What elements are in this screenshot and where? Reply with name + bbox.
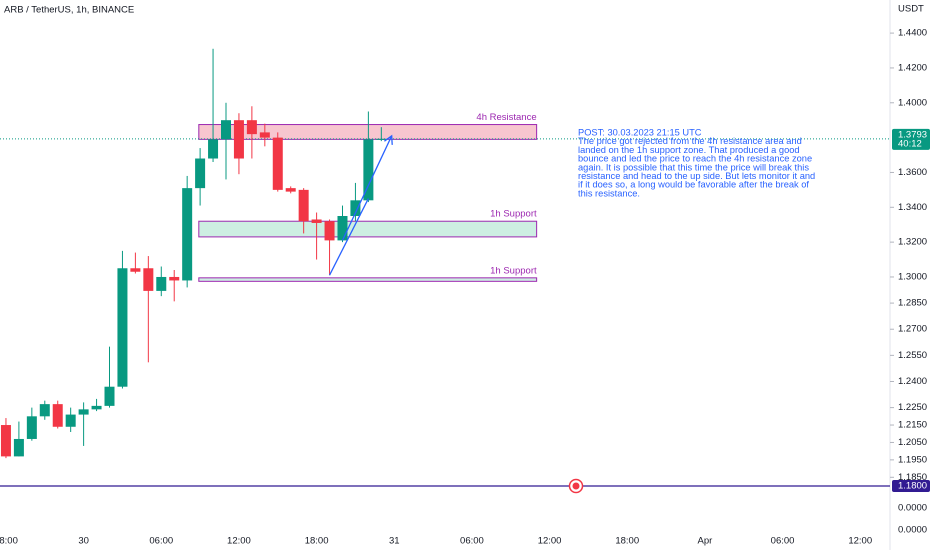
y-tick-label: 1.2700 — [898, 324, 927, 335]
y-tick-label: 1.3200 — [898, 237, 927, 248]
candle-body — [91, 405, 102, 410]
candle-body — [169, 276, 180, 281]
y-tick-label: 1.2050 — [898, 437, 927, 448]
y-tick-label: 1.3000 — [898, 271, 927, 282]
candle-body — [117, 268, 128, 387]
y-tick-label: 1.3400 — [898, 202, 927, 213]
candle-body — [130, 268, 141, 272]
y-tick-label: 0.0000 — [898, 525, 927, 536]
candle-body — [350, 200, 361, 216]
y-tick-label: 1.1950 — [898, 454, 927, 465]
x-tick-label: 31 — [389, 536, 400, 547]
candle-body — [324, 221, 335, 241]
note-line: The price got rejected from the 4h resis… — [578, 136, 802, 146]
x-tick-label: 18:00 — [615, 536, 639, 547]
note-line: if it does so, a long would be favorable… — [578, 180, 809, 190]
x-tick-label: 06:00 — [460, 536, 484, 547]
candle-body — [363, 139, 374, 201]
last-price-label: 1.3793 — [898, 129, 927, 140]
y-tick-label: 1.3600 — [898, 167, 927, 178]
y-tick-label: 1.4400 — [898, 28, 927, 39]
zone-label: 1h Support — [490, 209, 537, 220]
hline-box — [892, 480, 930, 492]
chart-title: ARB / TetherUS, 1h, BINANCE — [4, 5, 134, 16]
countdown-label: 40:12 — [898, 138, 922, 149]
candle-body — [156, 276, 167, 291]
x-tick-label: 18:00 — [0, 536, 18, 547]
x-tick-label: 06:00 — [771, 536, 795, 547]
y-tick-label: 1.2850 — [898, 298, 927, 309]
note-line: resistance and head to the up side. But … — [578, 171, 815, 181]
zone-label: 4h Resistance — [476, 112, 536, 123]
candle-body — [182, 188, 193, 281]
candle-body — [376, 138, 387, 140]
candle-body — [52, 404, 63, 427]
y-tick-label: 0.0000 — [898, 503, 927, 514]
candle-body — [208, 139, 219, 159]
arrow-head — [384, 134, 393, 145]
x-tick-label: 06:00 — [149, 536, 173, 547]
x-tick-label: 30 — [78, 536, 89, 547]
x-tick-label: 12:00 — [538, 536, 562, 547]
y-tick-label: 1.1850 — [898, 472, 927, 483]
x-tick-label: 12:00 — [227, 536, 251, 547]
zone — [198, 220, 538, 238]
alert-icon-core — [572, 482, 580, 490]
candle-body — [39, 404, 50, 417]
candle-body — [78, 409, 89, 415]
note-line: POST: 30.03.2023 21:15 UTC — [578, 127, 702, 137]
zone-label: 1h Support — [490, 265, 537, 276]
candle-body — [298, 189, 309, 222]
zone — [198, 277, 538, 282]
candle-body — [246, 120, 257, 135]
y-tick-label: 1.2250 — [898, 402, 927, 413]
trend-line — [328, 198, 369, 276]
candle-body — [195, 158, 206, 189]
candle-body — [0, 425, 11, 457]
candle-body — [337, 216, 348, 241]
candle-body — [272, 137, 283, 190]
unit-label: USDT — [898, 4, 924, 15]
candle-body — [285, 188, 296, 192]
x-tick-label: 18:00 — [305, 536, 329, 547]
candle-body — [233, 120, 244, 159]
y-tick-label: 1.2400 — [898, 376, 927, 387]
y-tick-label: 1.2150 — [898, 420, 927, 431]
note-line: landed on the 1h support zone. That prod… — [578, 145, 800, 155]
x-tick-label: Apr — [698, 536, 713, 547]
hline-label: 1.1800 — [898, 481, 927, 492]
candle-body — [104, 386, 115, 406]
last-price-box — [892, 128, 930, 150]
candle-body — [311, 219, 322, 223]
candle-body — [143, 268, 154, 291]
note-line: again. It is possible that this time the… — [578, 162, 809, 172]
candle-body — [13, 438, 24, 457]
x-tick-label: 12:00 — [848, 536, 872, 547]
candle-body — [26, 416, 37, 439]
note-line: bounce and led the price to reach the 4h… — [578, 154, 812, 164]
trend-line — [341, 135, 393, 241]
candle-body — [259, 132, 270, 138]
candle-body — [65, 414, 76, 427]
y-tick-label: 1.2550 — [898, 350, 927, 361]
y-tick-label: 1.4000 — [898, 97, 927, 108]
candle-body — [220, 120, 231, 140]
note-line: this resistance. — [578, 188, 640, 198]
y-tick-label: 1.4200 — [898, 62, 927, 73]
